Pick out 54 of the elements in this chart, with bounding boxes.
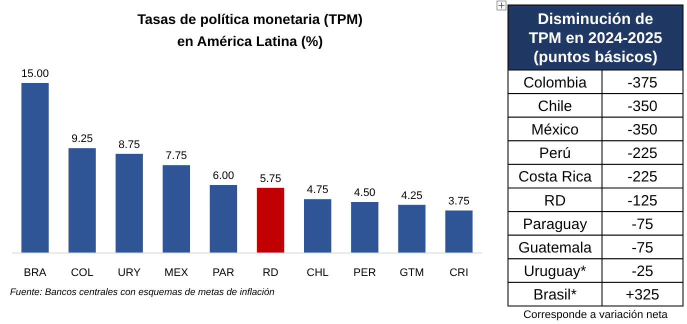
text: -125 <box>627 192 658 210</box>
text: -350 <box>627 98 658 115</box>
data-label: 3.75 <box>448 196 470 208</box>
x-tick-label: PAR <box>212 267 234 279</box>
data-label: 4.50 <box>354 187 376 199</box>
chart-title: Tasas de política monetaria (TPM) en América Latina (%) <box>137 11 363 49</box>
x-tick-label: COL <box>70 267 94 279</box>
bar <box>210 185 238 253</box>
data-label: 4.25 <box>401 190 423 202</box>
category-label: Brasil* <box>533 286 577 304</box>
text: Corresponde a variación neta <box>523 309 669 321</box>
category-label: Uruguay* <box>524 263 586 280</box>
bar <box>256 188 284 253</box>
bar <box>304 199 332 253</box>
x-tick-label: CRI <box>449 267 468 279</box>
category-label: Paraguay <box>522 216 588 233</box>
text: -375 <box>627 74 658 92</box>
text: -350 <box>627 122 658 138</box>
data-label: 5.75 <box>260 172 282 185</box>
data-label: 6.00 <box>212 170 234 182</box>
category-label: México <box>531 122 579 138</box>
text: Disminución de TPM en 2024-2025 (puntos básicos) <box>528 11 663 66</box>
data-label: 4.75 <box>306 184 328 196</box>
text: -75 <box>632 216 654 233</box>
data-label: 9.25 <box>71 133 93 146</box>
bar <box>68 148 96 253</box>
category-label: Colombia <box>523 74 588 92</box>
data-label: 8.75 <box>118 138 140 151</box>
bar <box>162 165 190 253</box>
x-tick-label: CHL <box>306 267 329 279</box>
x-tick-label: PER <box>353 267 376 279</box>
source-note: Fuente: Bancos centrales con esquemas de metas de inflación <box>10 287 275 298</box>
category-label: Guatemala <box>518 240 592 256</box>
category-label: RD <box>544 192 566 210</box>
bar <box>116 154 143 253</box>
category-label: Perú <box>539 145 571 162</box>
x-tick-label: GTM <box>400 267 424 279</box>
bar <box>398 204 426 253</box>
text: -75 <box>632 240 654 256</box>
text: -225 <box>627 145 658 162</box>
text: -25 <box>632 263 654 280</box>
data-label: 15.00 <box>21 68 49 80</box>
bar <box>445 210 473 253</box>
text: -225 <box>627 168 658 186</box>
x-tick-label: BRA <box>24 267 48 279</box>
category-label: Costa Rica <box>518 168 592 186</box>
bar <box>351 202 378 253</box>
x-tick-label: URY <box>118 267 142 279</box>
category-label: Chile <box>538 98 572 115</box>
text: +325 <box>626 286 660 304</box>
x-tick-label: RD <box>262 267 279 279</box>
x-tick-label: MEX <box>164 267 189 279</box>
bar <box>21 83 49 253</box>
data-label: 7.75 <box>166 150 188 162</box>
